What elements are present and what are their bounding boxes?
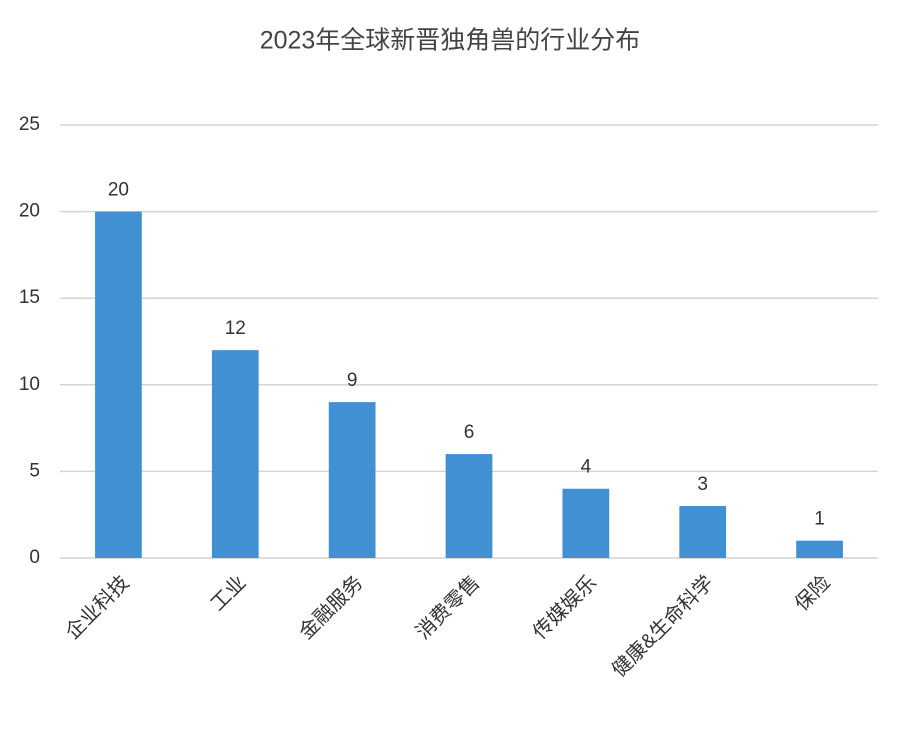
data-label: 9 — [347, 370, 358, 391]
bar — [562, 488, 610, 558]
x-tick-label: 企业科技 — [61, 571, 134, 644]
bar — [95, 211, 142, 558]
bar — [328, 402, 376, 558]
bar — [679, 506, 727, 558]
bar — [211, 350, 259, 558]
x-tick-label: 保险 — [790, 571, 835, 616]
data-label: 12 — [225, 318, 246, 339]
x-tick-label: 金融服务 — [295, 571, 368, 644]
data-label: 3 — [697, 474, 708, 495]
bar — [796, 540, 843, 558]
data-label: 4 — [581, 457, 592, 478]
y-tick-label: 0 — [29, 547, 40, 568]
y-tick-label: 25 — [19, 114, 40, 135]
x-tick-label: 工业 — [206, 571, 251, 616]
y-tick-label: 20 — [19, 201, 40, 222]
y-tick-label: 10 — [19, 374, 40, 395]
chart-title: 2023年全球新晋独角兽的行业分布 — [260, 27, 641, 55]
y-tick-label: 5 — [29, 460, 40, 481]
data-label: 1 — [814, 509, 825, 530]
y-tick-label: 15 — [19, 287, 40, 308]
x-tick-label: 传媒娱乐 — [528, 571, 601, 644]
bar — [445, 454, 493, 558]
data-label: 6 — [464, 422, 475, 443]
x-tick-label: 健康&生命科学 — [607, 571, 718, 682]
data-label: 20 — [108, 180, 129, 201]
x-tick-label: 消费零售 — [411, 571, 484, 644]
